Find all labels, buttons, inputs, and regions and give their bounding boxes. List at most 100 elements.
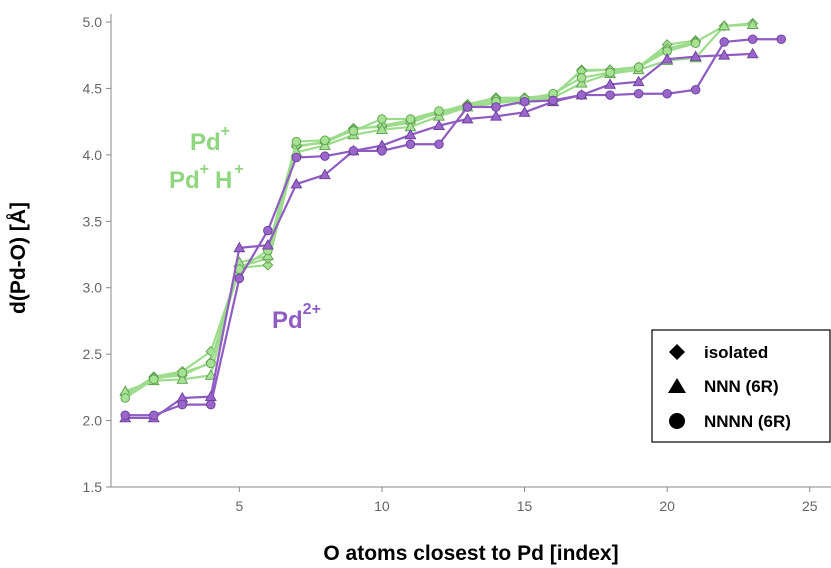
data-point-circle bbox=[149, 374, 159, 385]
data-point-triangle bbox=[661, 53, 674, 64]
data-point-circle bbox=[434, 139, 444, 149]
y-tick-label: 3.5 bbox=[83, 213, 103, 229]
data-point-circle bbox=[120, 393, 131, 403]
data-point-triangle bbox=[718, 49, 731, 60]
data-point-circle bbox=[491, 102, 501, 112]
data-point-triangle bbox=[461, 112, 474, 124]
y-tick-label: 5.0 bbox=[83, 14, 103, 30]
data-point-circle bbox=[662, 88, 672, 99]
annotation-pdh-sup: + bbox=[200, 161, 209, 178]
legend-triangle-icon bbox=[668, 378, 686, 393]
data-point-triangle bbox=[518, 106, 531, 117]
data-point-diamond bbox=[262, 259, 274, 271]
x-tick-label: 15 bbox=[517, 498, 533, 514]
data-point-circle bbox=[234, 273, 245, 284]
data-point-circle bbox=[405, 139, 416, 149]
data-point-circle bbox=[605, 67, 615, 78]
data-point-triangle bbox=[689, 50, 702, 61]
data-point-triangle bbox=[632, 75, 645, 87]
data-point-triangle bbox=[204, 369, 217, 380]
data-point-circle bbox=[434, 106, 444, 116]
data-point-triangle bbox=[746, 18, 759, 30]
data-point-circle bbox=[633, 88, 644, 99]
data-point-triangle bbox=[290, 177, 303, 189]
legend-circle-icon bbox=[669, 413, 685, 429]
data-point-circle bbox=[548, 95, 558, 106]
annotation-pdh-base: Pd bbox=[169, 167, 200, 194]
data-point-circle bbox=[206, 399, 216, 410]
data-point-circle bbox=[462, 102, 473, 112]
x-tick-label: 20 bbox=[659, 498, 675, 514]
y-ticks: 1.5 2.0 2.5 3.0 3.5 4.0 4.5 5.0 bbox=[83, 14, 111, 495]
data-point-triangle bbox=[318, 168, 331, 180]
annotation-pd-plus-h-plus: Pd+ H + bbox=[169, 161, 244, 194]
data-point-triangle bbox=[490, 110, 502, 121]
series-line bbox=[125, 38, 782, 417]
series-purple-circle bbox=[120, 34, 786, 421]
annotation-pdh-base2: H bbox=[215, 167, 232, 194]
data-point-circle bbox=[177, 399, 188, 410]
y-tick-label: 4.0 bbox=[83, 147, 103, 163]
annotation-pd2-base: Pd bbox=[272, 307, 303, 334]
data-point-triangle bbox=[375, 123, 388, 134]
x-axis-label: O atoms closest to Pd [index] bbox=[323, 542, 618, 565]
plot-frame bbox=[110, 14, 831, 488]
data-point-triangle bbox=[604, 78, 617, 89]
data-point-triangle bbox=[233, 241, 246, 253]
data-point-circle bbox=[348, 126, 359, 136]
data-point-circle bbox=[377, 146, 387, 156]
data-point-triangle bbox=[261, 239, 274, 250]
data-point-triangle bbox=[176, 373, 189, 384]
annotation-pdh-sup2: + bbox=[234, 161, 243, 178]
series-green-diamond bbox=[119, 35, 702, 401]
y-tick-label: 3.0 bbox=[83, 280, 103, 296]
data-point-circle bbox=[320, 151, 330, 161]
data-point-circle bbox=[519, 96, 530, 107]
x-tick-label: 10 bbox=[374, 498, 390, 514]
legend-label-isolated: isolated bbox=[704, 343, 768, 362]
data-point-circle bbox=[263, 225, 273, 236]
data-point-triangle bbox=[433, 119, 445, 130]
svg-text:Pd2+: Pd2+ bbox=[272, 301, 321, 334]
svg-text:Pd+: Pd+ bbox=[190, 123, 230, 156]
y-tick-label: 2.0 bbox=[83, 413, 103, 429]
data-point-circle bbox=[291, 136, 302, 147]
data-point-circle bbox=[719, 37, 729, 47]
annotation-pd2-sup: 2+ bbox=[303, 301, 321, 318]
data-point-circle bbox=[776, 34, 786, 45]
x-ticks: 5 10 15 20 25 bbox=[235, 487, 818, 514]
annotation-pd-plus: Pd+ bbox=[190, 123, 230, 156]
data-point-circle bbox=[690, 85, 701, 95]
data-point-circle bbox=[747, 34, 758, 45]
data-point-circle bbox=[690, 38, 701, 49]
y-axis-label: d(Pd-O) [Å] bbox=[6, 202, 30, 314]
data-point-triangle bbox=[746, 47, 759, 59]
data-point-circle bbox=[149, 410, 159, 421]
data-point-triangle bbox=[404, 128, 417, 140]
data-point-circle bbox=[206, 358, 216, 369]
y-tick-label: 1.5 bbox=[83, 479, 103, 495]
legend-label-nnnn: NNNN (6R) bbox=[704, 412, 791, 431]
data-point-circle bbox=[576, 90, 587, 100]
data-point-circle bbox=[377, 114, 387, 124]
data-point-circle bbox=[633, 62, 644, 72]
series-layer bbox=[119, 17, 786, 423]
x-tick-label: 5 bbox=[235, 498, 243, 514]
legend-label-nnn: NNN (6R) bbox=[704, 377, 779, 396]
legend-diamond-icon bbox=[669, 344, 685, 360]
data-point-circle bbox=[405, 114, 416, 124]
legend: isolated NNN (6R) NNNN (6R) bbox=[651, 329, 831, 443]
data-point-circle bbox=[348, 146, 359, 156]
data-point-circle bbox=[576, 73, 587, 83]
series-green-circle bbox=[120, 38, 701, 403]
annotation-pd-plus-sup: + bbox=[221, 123, 230, 140]
data-point-circle bbox=[177, 367, 188, 378]
y-tick-label: 4.5 bbox=[83, 80, 103, 96]
data-point-triangle bbox=[718, 19, 731, 31]
y-tick-label: 2.5 bbox=[83, 346, 103, 362]
svg-text:Pd+H+: Pd+ H + bbox=[169, 161, 244, 194]
annotation-pd-2plus: Pd2+ bbox=[272, 301, 321, 334]
x-tick-label: 25 bbox=[802, 498, 818, 514]
data-point-circle bbox=[605, 90, 615, 100]
